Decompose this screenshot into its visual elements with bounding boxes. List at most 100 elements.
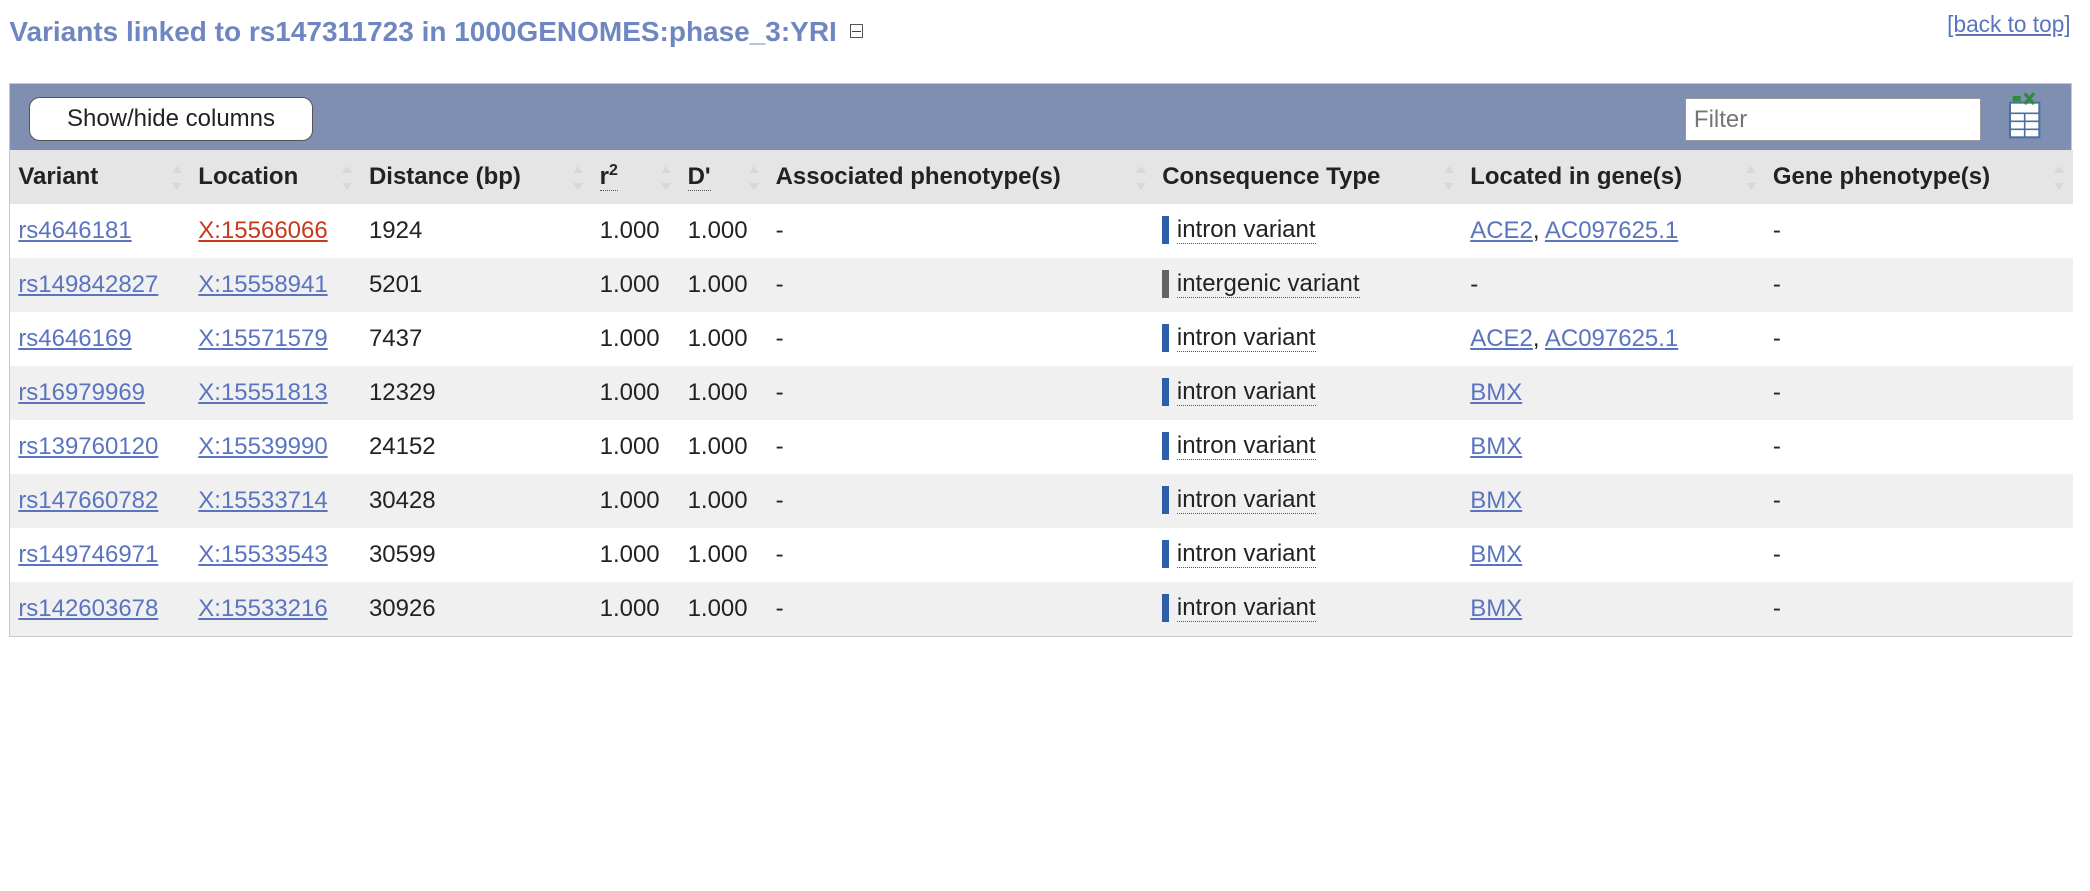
consequence-label[interactable]: intron variant bbox=[1176, 594, 1316, 623]
col-variant[interactable]: Variant bbox=[10, 150, 191, 204]
gene-link[interactable]: BMX bbox=[1470, 540, 1523, 568]
col-distance[interactable]: Distance (bp) bbox=[360, 150, 592, 204]
table-row: rs4646169 X:15571579 7437 1.000 1.000 - … bbox=[10, 311, 2073, 366]
cell-associated-phenotype: - bbox=[775, 378, 784, 406]
sort-icon[interactable] bbox=[2054, 166, 2065, 191]
col-consequence-type[interactable]: Consequence Type bbox=[1154, 150, 1463, 204]
col-located-in-gene[interactable]: Located in gene(s) bbox=[1462, 150, 1765, 204]
location-link[interactable]: X:15533216 bbox=[198, 594, 328, 622]
cell-variant: rs4646181 bbox=[10, 204, 190, 258]
filter-input[interactable] bbox=[1684, 98, 1981, 141]
cell-variant: rs149746971 bbox=[10, 528, 190, 582]
consequence-label[interactable]: intron variant bbox=[1176, 324, 1316, 353]
variant-link[interactable]: rs147660782 bbox=[18, 486, 159, 514]
cell-consequence: intron variant bbox=[1154, 474, 1462, 528]
cell-location: X:15571579 bbox=[190, 312, 361, 366]
cell-located-in-gene: BMX bbox=[1462, 474, 1765, 528]
cell-r2: 1.000 bbox=[599, 270, 660, 298]
cell-variant: rs16979969 bbox=[10, 366, 190, 420]
cell-associated-phenotype: - bbox=[775, 486, 784, 514]
gene-link[interactable]: BMX bbox=[1470, 432, 1523, 460]
variant-link[interactable]: rs149746971 bbox=[18, 540, 159, 568]
consequence-label[interactable]: intron variant bbox=[1176, 486, 1316, 515]
cell-variant: rs147660782 bbox=[10, 474, 190, 528]
sort-icon[interactable] bbox=[342, 166, 353, 191]
gene-text: - bbox=[1470, 270, 1479, 298]
cell-gene-phenotype: - bbox=[1772, 486, 1781, 514]
cell-r2: 1.000 bbox=[599, 540, 660, 568]
location-link[interactable]: X:15558941 bbox=[198, 270, 328, 298]
cell-dprime: 1.000 bbox=[687, 270, 748, 298]
cell-gene-phenotype: - bbox=[1772, 594, 1781, 622]
consequence-label[interactable]: intron variant bbox=[1176, 432, 1316, 461]
cell-associated-phenotype: - bbox=[775, 540, 784, 568]
cell-distance: 24152 bbox=[368, 432, 436, 460]
variant-link[interactable]: rs149842827 bbox=[18, 270, 159, 298]
cell-dprime: 1.000 bbox=[687, 216, 748, 244]
sort-icon[interactable] bbox=[1443, 166, 1455, 191]
cell-consequence: intron variant bbox=[1154, 204, 1462, 258]
gene-link[interactable]: ACE2 bbox=[1470, 216, 1533, 244]
cell-distance: 12329 bbox=[368, 378, 436, 406]
sort-icon[interactable] bbox=[660, 166, 672, 191]
location-link[interactable]: X:15533543 bbox=[198, 540, 328, 568]
sort-icon[interactable] bbox=[1135, 166, 1147, 191]
cell-variant: rs149842827 bbox=[10, 258, 190, 312]
cell-located-in-gene: ACE2, AC097625.1 bbox=[1462, 204, 1765, 258]
gene-link[interactable]: BMX bbox=[1470, 594, 1523, 622]
sort-icon[interactable] bbox=[1746, 166, 1757, 191]
consequence-label[interactable]: intron variant bbox=[1176, 216, 1316, 245]
cell-distance: 1924 bbox=[368, 216, 423, 244]
cell-located-in-gene: BMX bbox=[1462, 366, 1765, 420]
cell-consequence: intron variant bbox=[1154, 366, 1462, 420]
cell-associated-phenotype: - bbox=[775, 594, 784, 622]
cell-r2: 1.000 bbox=[599, 324, 660, 352]
col-associated-phenotype[interactable]: Associated phenotype(s) bbox=[767, 150, 1155, 204]
show-hide-columns-button[interactable]: Show/hide columns bbox=[28, 96, 313, 141]
gene-link[interactable]: AC097625.1 bbox=[1544, 324, 1679, 352]
cell-distance: 7437 bbox=[368, 324, 423, 352]
cell-consequence: intron variant bbox=[1154, 528, 1462, 582]
consequence-label[interactable]: intron variant bbox=[1176, 378, 1316, 407]
location-link[interactable]: X:15551813 bbox=[198, 378, 328, 406]
cell-variant: rs139760120 bbox=[10, 420, 190, 474]
collapse-icon[interactable] bbox=[850, 24, 864, 38]
location-link[interactable]: X:15571579 bbox=[198, 324, 328, 352]
col-gene-phenotype[interactable]: Gene phenotype(s) bbox=[1764, 150, 2073, 204]
gene-link[interactable]: BMX bbox=[1470, 378, 1523, 406]
cell-distance: 30926 bbox=[368, 594, 436, 622]
sort-icon[interactable] bbox=[572, 166, 584, 191]
cell-location: X:15539990 bbox=[190, 420, 361, 474]
sort-icon[interactable] bbox=[171, 166, 183, 191]
cell-r2: 1.000 bbox=[599, 378, 660, 406]
col-location[interactable]: Location bbox=[190, 150, 361, 204]
location-link[interactable]: X:15533714 bbox=[198, 486, 328, 514]
col-dprime[interactable]: D' bbox=[679, 150, 768, 204]
gene-link[interactable]: BMX bbox=[1470, 486, 1523, 514]
cell-dprime: 1.000 bbox=[687, 594, 748, 622]
back-to-top-link[interactable]: [back to top] bbox=[1947, 10, 2071, 37]
cell-dprime: 1.000 bbox=[687, 486, 748, 514]
cell-gene-phenotype: - bbox=[1772, 216, 1781, 244]
location-link[interactable]: X:15539990 bbox=[198, 432, 328, 460]
sort-icon[interactable] bbox=[748, 166, 760, 191]
variant-link[interactable]: rs4646169 bbox=[18, 324, 132, 352]
cell-consequence: intergenic variant bbox=[1154, 258, 1462, 312]
variants-table-panel: Show/hide columns Variant Lo bbox=[9, 82, 2073, 638]
cell-dprime: 1.000 bbox=[687, 324, 748, 352]
variant-link[interactable]: rs4646181 bbox=[18, 216, 132, 244]
gene-link[interactable]: AC097625.1 bbox=[1544, 216, 1679, 244]
variant-link[interactable]: rs16979969 bbox=[18, 378, 146, 406]
consequence-label[interactable]: intergenic variant bbox=[1176, 270, 1360, 299]
table-row: rs149746971 X:15533543 30599 1.000 1.000… bbox=[10, 527, 2073, 582]
variant-link[interactable]: rs142603678 bbox=[18, 594, 159, 622]
gene-link[interactable]: ACE2 bbox=[1470, 324, 1533, 352]
variant-link[interactable]: rs139760120 bbox=[18, 432, 159, 460]
excel-export-icon[interactable] bbox=[2006, 91, 2043, 140]
col-r2[interactable]: r2 bbox=[591, 150, 680, 204]
consequence-label[interactable]: intron variant bbox=[1176, 540, 1316, 569]
cell-distance: 5201 bbox=[368, 270, 423, 298]
consequence-color-icon bbox=[1162, 215, 1169, 244]
location-link[interactable]: X:15566066 bbox=[198, 216, 328, 244]
table-row: rs4646181 X:15566066 1924 1.000 1.000 - … bbox=[10, 203, 2073, 258]
